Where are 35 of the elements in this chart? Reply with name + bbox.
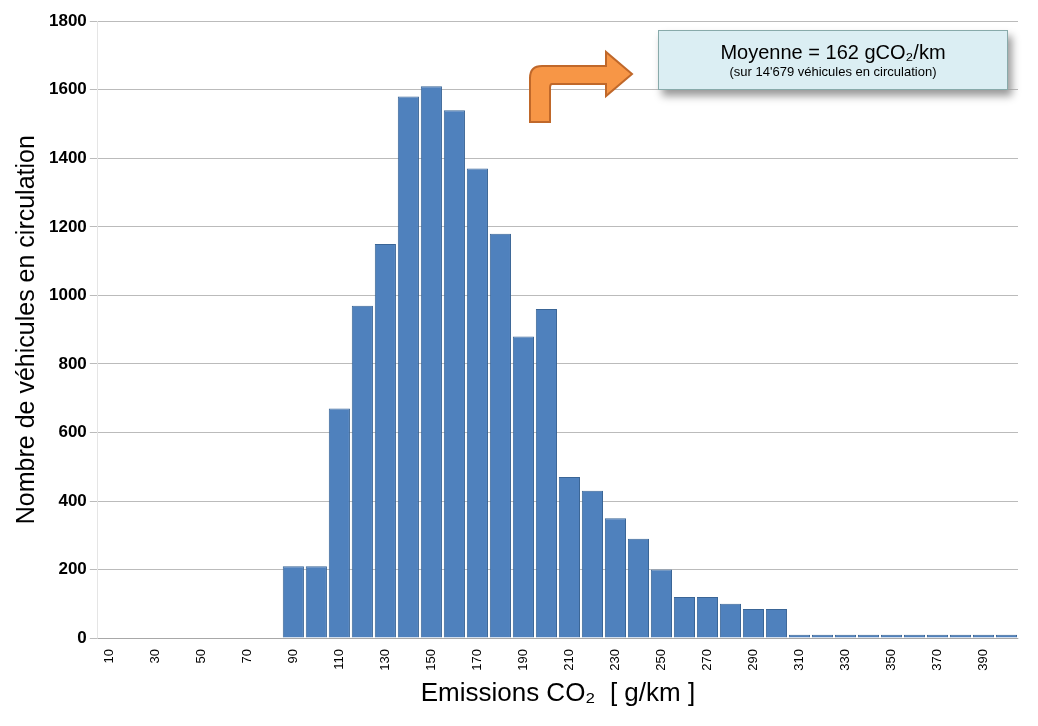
x-tick-label: 370 (929, 649, 945, 671)
y-tick-label: 1200 (48, 216, 87, 236)
x-tick-label: 190 (514, 649, 530, 671)
y-tick-label: 1400 (48, 147, 87, 167)
annotation: Moyenne = 162 gCO₂/km (719, 41, 947, 64)
y-tick-label: 1000 (48, 285, 87, 305)
x-tick-label: 110 (330, 649, 346, 670)
y-tick-label: 200 (58, 559, 87, 579)
x-tick-label: 290 (745, 649, 761, 671)
x-tick-label: 130 (376, 649, 392, 671)
y-tick-label: 1600 (48, 79, 87, 99)
x-tick-label: 30 (146, 649, 162, 664)
x-tick-label: 50 (192, 649, 208, 664)
y-tick-label: 0 (77, 627, 87, 647)
x-tick-label: 90 (284, 649, 300, 664)
x-tick-label: 330 (837, 649, 853, 671)
x-tick-label: 70 (238, 649, 254, 664)
x-tick-label: 230 (607, 649, 622, 671)
x-tick-label: 270 (699, 649, 715, 671)
x-tick-label: 170 (468, 649, 484, 671)
x-tick-label: 350 (883, 649, 899, 671)
y-tick-label: 400 (58, 490, 87, 510)
y-axis-title: Nombre de véhicules en circulation (10, 135, 39, 525)
x-tick-label: 250 (653, 649, 669, 671)
x-axis-title: Emissions CO₂ [ g/km ] (420, 676, 696, 707)
x-tick-label: 210 (560, 649, 576, 671)
x-tick-label: 310 (791, 649, 807, 671)
annotation: (sur 14'679 véhicules en circulation) (728, 64, 938, 79)
y-tick-label: 800 (58, 353, 87, 373)
y-tick-label: 1800 (48, 10, 87, 30)
x-tick-label: 150 (422, 649, 438, 671)
y-tick-label: 600 (58, 422, 87, 442)
x-tick-label: 10 (100, 649, 116, 664)
x-tick-label: 390 (975, 649, 991, 671)
callout-box: Moyenne = 162 gCO₂/km (sur 14'679 véhicules en circulation) (658, 30, 1008, 90)
